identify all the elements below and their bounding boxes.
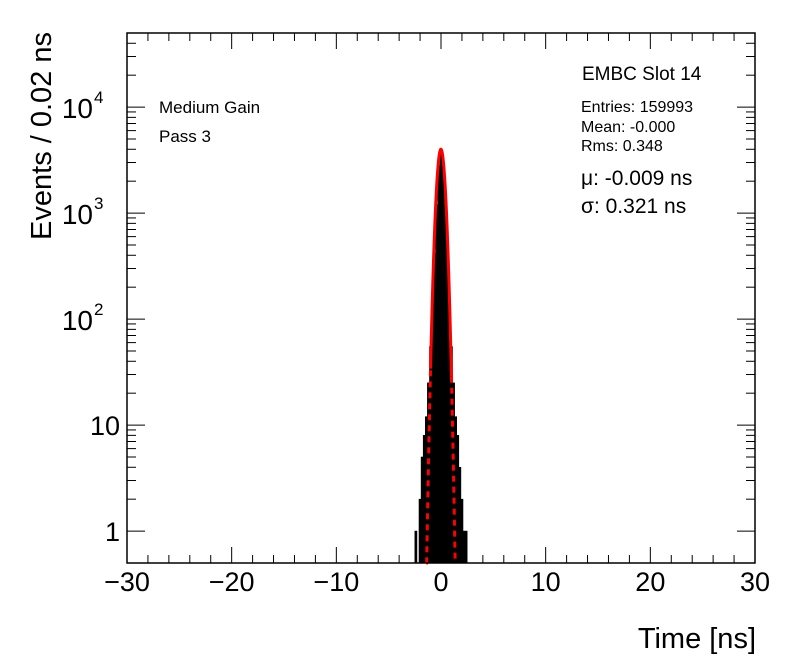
x-axis-label: Time [ns] — [638, 623, 756, 655]
plot-data — [414, 147, 468, 565]
histogram-bar — [458, 466, 462, 564]
stats-entries: Entries: 159993 — [581, 99, 694, 116]
plot-frame — [126, 32, 756, 564]
histogram-bar — [456, 435, 460, 564]
annotation-gain: Medium Gain — [159, 98, 261, 117]
y-tick-label: 10 — [62, 305, 93, 336]
histogram-bar — [460, 498, 464, 564]
histogram-bar — [441, 165, 445, 564]
y-tick-label: 10 — [90, 411, 120, 441]
y-tick-exponent: 4 — [94, 88, 103, 107]
histogram-bar — [464, 530, 468, 564]
histogram-bar — [422, 435, 426, 564]
histogram-bar — [435, 204, 439, 564]
histogram-bar — [414, 530, 418, 564]
y-tick-label: 1 — [105, 517, 120, 547]
fit-curve-core — [429, 147, 453, 377]
histogram-bar — [443, 204, 447, 564]
annotation-pass: Pass 3 — [159, 127, 211, 146]
y-tick-exponent: 3 — [94, 194, 103, 213]
x-tick-label: 0 — [433, 567, 448, 597]
histogram-bar — [437, 165, 441, 564]
y-tick-label: 10 — [62, 199, 93, 230]
x-tick-label: 20 — [635, 567, 665, 597]
fit-mu: μ: -0.009 ns — [581, 167, 693, 190]
y-tick-label: 10 — [62, 93, 93, 124]
chart-title: EMBC Slot 14 — [582, 64, 702, 85]
stats-rms: Rms: 0.348 — [581, 138, 663, 155]
y-tick-exponent: 2 — [94, 300, 103, 319]
histogram-bar — [439, 148, 443, 564]
x-tick-label: 10 — [531, 567, 561, 597]
fit-curve-left-tail — [425, 368, 433, 565]
y-axis-label: Events / 0.02 ns — [26, 32, 58, 240]
fit-sigma: σ: 0.321 ns — [581, 195, 687, 218]
x-tick-labels: −30 −20 −10 0 10 20 30 — [104, 567, 770, 597]
histogram-bar — [418, 498, 422, 564]
histogram-bar — [462, 530, 466, 564]
histogram-bar — [429, 346, 432, 564]
x-tick-label: −30 — [104, 567, 150, 597]
x-tick-label: −20 — [209, 567, 255, 597]
x-tick-label: −10 — [313, 567, 359, 597]
fit-curve-right-tail — [449, 376, 457, 565]
histogram-bar — [433, 252, 437, 564]
stats-mean: Mean: -0.000 — [581, 119, 676, 136]
histogram-bar — [420, 456, 424, 564]
x-tick-label: 30 — [740, 567, 770, 597]
